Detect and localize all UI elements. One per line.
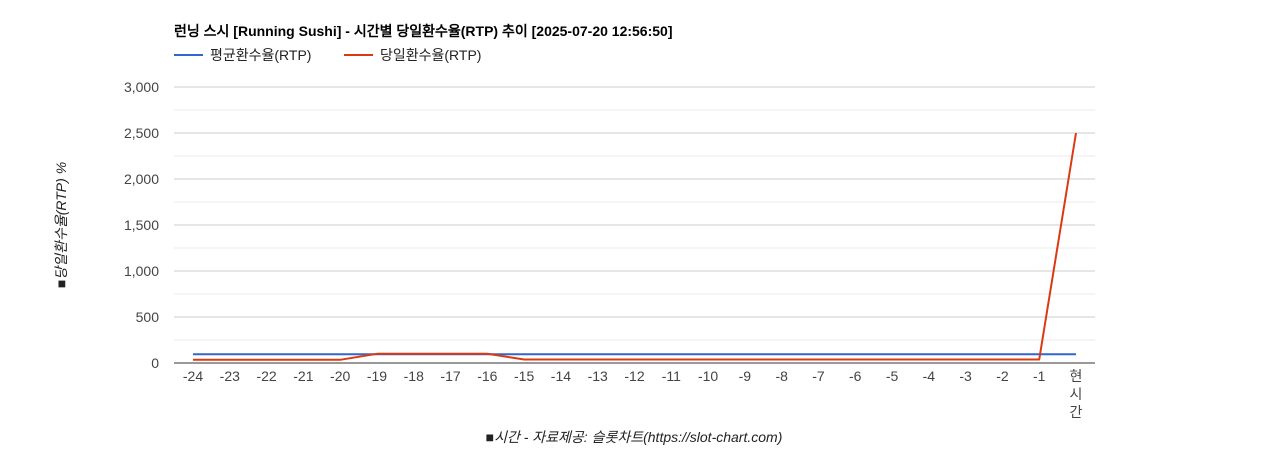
legend-item-daily[interactable]: 당일환수율(RTP) — [344, 47, 481, 63]
y-tick-label: 500 — [136, 309, 160, 325]
x-tick-label: -18 — [404, 368, 424, 384]
series-lines — [193, 132, 1077, 361]
x-tick-label: -7 — [812, 368, 825, 384]
x-tick-label: -8 — [775, 368, 788, 384]
x-tick-label: -11 — [662, 368, 681, 384]
x-tick-label: -20 — [330, 368, 350, 384]
y-axis-title: ■당일환수율(RTP) % — [53, 162, 69, 288]
x-tick-label: -6 — [849, 368, 862, 384]
y-tick-label: 0 — [151, 355, 159, 371]
y-tick-label: 1,000 — [124, 263, 159, 279]
x-axis-ticks: -24 -23 -22 -21 -20 -19 -18 -17 -16 -15 -14 -13 -12 -… — [183, 368, 1083, 420]
x-tick-label: -17 — [440, 368, 460, 384]
x-tick-label: -12 — [624, 368, 644, 384]
gridlines — [174, 86, 1095, 341]
x-tick-label: -3 — [959, 368, 972, 384]
x-tick-label: -23 — [220, 368, 240, 384]
legend-item-average[interactable]: 평균환수율(RTP) — [174, 47, 311, 63]
y-axis-ticks: 0 500 1,000 1,500 2,000 2,500 3,000 — [124, 79, 159, 371]
x-tick-label: -9 — [739, 368, 752, 384]
x-tick-label: -21 — [293, 368, 313, 384]
x-tick-label: -22 — [256, 368, 276, 384]
y-tick-label: 2,000 — [124, 171, 159, 187]
legend: 평균환수율(RTP) 당일환수율(RTP) — [174, 47, 481, 63]
x-tick-label: -24 — [183, 368, 203, 384]
x-tick-label: -16 — [477, 368, 497, 384]
x-tick-label: -1 — [1033, 368, 1046, 384]
x-tick-label: -4 — [923, 368, 936, 384]
y-tick-label: 1,500 — [124, 217, 159, 233]
legend-label-average: 평균환수율(RTP) — [210, 47, 311, 63]
x-tick-label: -10 — [698, 368, 718, 384]
x-axis-title: ■시간 - 자료제공: 슬롯차트(https://slot-chart.com) — [486, 429, 783, 445]
x-tick-label: -14 — [551, 368, 571, 384]
series-line-1 — [193, 132, 1077, 361]
chart-title: 런닝 스시 [Running Sushi] - 시간별 당일환수율(RTP) 추… — [174, 23, 673, 39]
y-tick-label: 2,500 — [124, 125, 159, 141]
x-tick-label: -15 — [514, 368, 534, 384]
y-tick-label: 3,000 — [124, 79, 159, 95]
x-tick-label: -19 — [367, 368, 387, 384]
x-tick-label: -2 — [996, 368, 1009, 384]
x-tick-label: -13 — [588, 368, 608, 384]
legend-label-daily: 당일환수율(RTP) — [380, 47, 481, 63]
x-tick-label: -5 — [886, 368, 899, 384]
